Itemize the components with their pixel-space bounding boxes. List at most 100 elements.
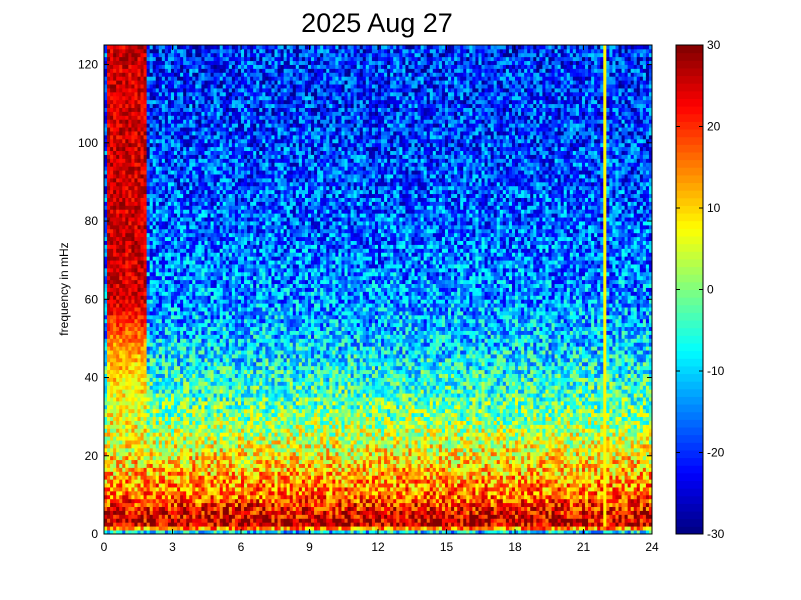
heatmap-cell [511, 451, 516, 457]
heatmap-cell [469, 498, 473, 504]
heatmap-cell [216, 487, 221, 492]
heatmap-cell [225, 490, 230, 496]
heatmap-cell [484, 444, 488, 449]
heatmap-cell [186, 498, 190, 504]
heatmap-cell [560, 455, 565, 461]
heatmap-cell [615, 502, 619, 508]
heatmap-cell [411, 487, 415, 492]
heatmap-cell [365, 475, 370, 480]
heatmap-cell [253, 436, 257, 441]
heatmap-cell [317, 487, 321, 492]
heatmap-cell [542, 487, 546, 492]
heatmap-cell [645, 494, 650, 500]
heatmap-cell [237, 436, 242, 441]
heatmap-cell [241, 428, 245, 433]
heatmap-cell [466, 471, 470, 476]
heatmap-cell [268, 522, 272, 527]
heatmap-cell [478, 530, 482, 535]
heatmap-cell [256, 471, 260, 476]
heatmap-cell [371, 428, 376, 433]
heatmap-cell [338, 506, 342, 511]
heatmap-cell [569, 510, 574, 515]
heatmap-cell [493, 530, 498, 535]
heatmap-cell [225, 455, 230, 461]
heatmap-cell [286, 440, 291, 445]
heatmap-cell [615, 447, 619, 453]
heatmap-cell [505, 487, 510, 492]
heatmap-cell [429, 526, 434, 531]
heatmap-cell [122, 479, 126, 484]
heatmap-cell [170, 436, 175, 441]
heatmap-cell [314, 471, 318, 476]
heatmap-cell [186, 490, 190, 496]
heatmap-cell [557, 498, 562, 504]
heatmap-cell [472, 471, 476, 476]
heatmap-cell [289, 498, 294, 504]
heatmap-cell [259, 490, 263, 496]
heatmap-cell [636, 455, 641, 461]
heatmap-cell [454, 459, 458, 464]
heatmap-cell [496, 510, 501, 515]
heatmap-cell [454, 479, 458, 484]
heatmap-cell [247, 522, 251, 527]
heatmap-cell [228, 440, 233, 445]
heatmap-cell [177, 530, 181, 535]
heatmap-cell [457, 510, 461, 515]
heatmap-cell [170, 463, 175, 468]
heatmap-cell [250, 447, 254, 453]
heatmap-cell [125, 471, 129, 476]
heatmap-cell [186, 487, 190, 492]
heatmap-cell [597, 467, 601, 472]
heatmap-cell [253, 440, 257, 445]
heatmap-cell [280, 451, 285, 457]
heatmap-cell [414, 436, 418, 441]
heatmap-cell [311, 451, 315, 457]
heatmap-cell [244, 510, 248, 515]
heatmap-cell [511, 518, 516, 523]
heatmap-cell [170, 467, 175, 472]
heatmap-cell [329, 428, 333, 433]
heatmap-cell [195, 432, 199, 437]
heatmap-cell [469, 518, 473, 523]
heatmap-cell [466, 510, 470, 515]
heatmap-cell [536, 490, 540, 496]
heatmap-cell [347, 475, 351, 480]
heatmap-cell [289, 502, 294, 508]
heatmap-cell [542, 530, 546, 535]
heatmap-cell [301, 447, 306, 453]
heatmap-cell [250, 459, 254, 464]
heatmap-cell [140, 424, 144, 429]
heatmap-cell [578, 522, 583, 527]
heatmap-cell [219, 440, 224, 445]
heatmap-cell [283, 424, 288, 429]
heatmap-cell [164, 463, 169, 468]
heatmap-cell [585, 483, 589, 488]
heatmap-cell [484, 428, 488, 433]
heatmap-cell [146, 487, 151, 492]
heatmap-cell [359, 487, 364, 492]
heatmap-cell [530, 451, 534, 457]
heatmap-cell [539, 428, 543, 433]
heatmap-cell [259, 483, 263, 488]
heatmap-cell [158, 494, 163, 500]
heatmap-cell [304, 498, 309, 504]
heatmap-cell [374, 455, 379, 461]
heatmap-cell [630, 514, 635, 519]
heatmap-cell [511, 440, 516, 445]
heatmap-cell [487, 506, 492, 511]
heatmap-cell [311, 498, 315, 504]
heatmap-cell [533, 451, 537, 457]
heatmap-cell [493, 463, 498, 468]
heatmap-cell [645, 483, 650, 488]
heatmap-cell [615, 459, 619, 464]
heatmap-cell [384, 518, 388, 523]
heatmap-cell [499, 506, 504, 511]
heatmap-cell [420, 530, 425, 535]
heatmap-cell [496, 424, 501, 429]
heatmap-cell [125, 475, 129, 480]
heatmap-cell [609, 432, 613, 437]
heatmap-cell [560, 526, 565, 531]
heatmap-cell [152, 518, 157, 523]
heatmap-cell [432, 459, 437, 464]
heatmap-cell [645, 428, 650, 433]
